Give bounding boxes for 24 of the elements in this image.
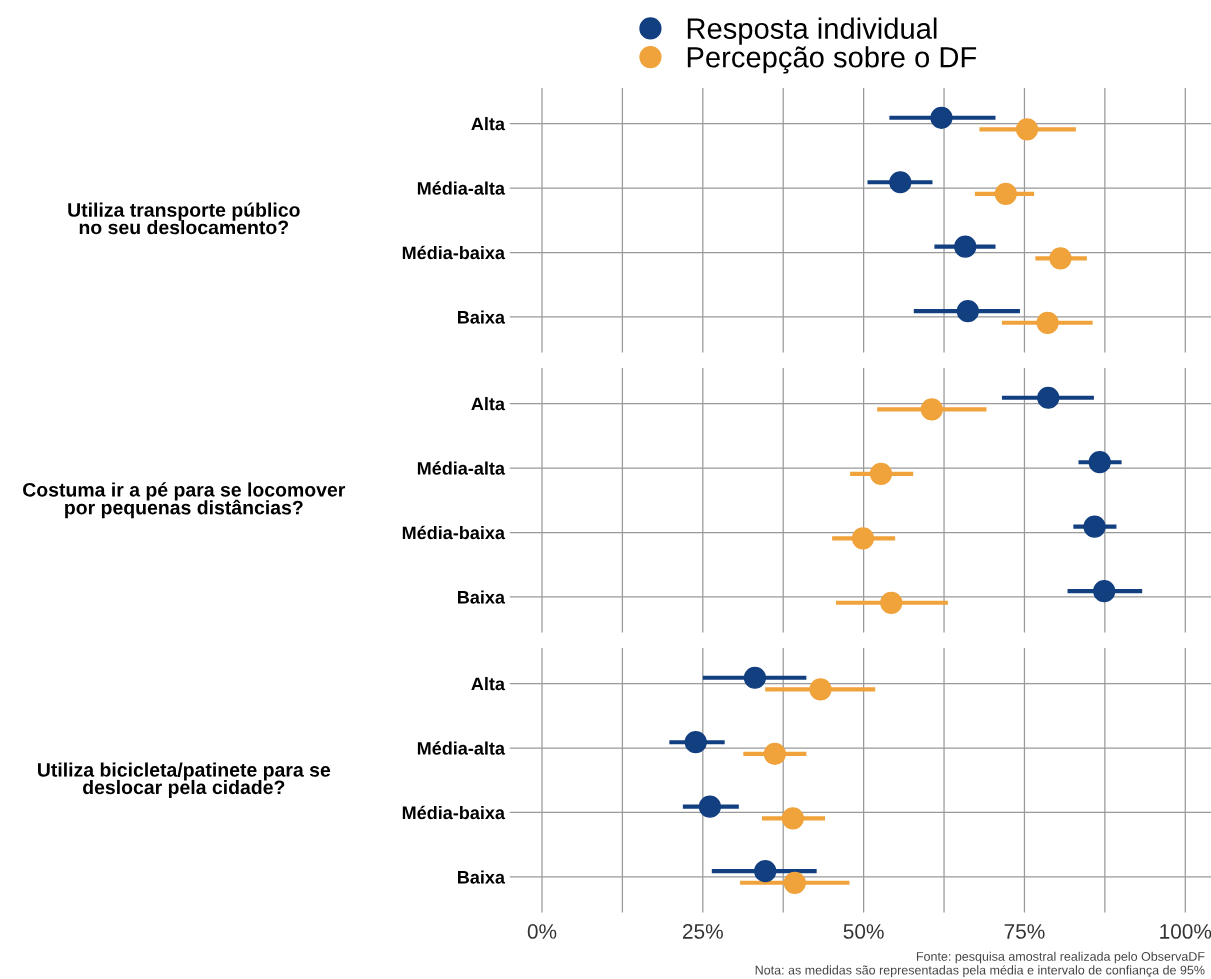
x-tick-label: 0% [527,924,557,939]
x-tick-label: 100% [1160,924,1211,939]
y-tick-label: Alta [471,397,506,411]
y-tick-label: Média-baixa [402,525,506,540]
text: Nota: as medidas são representadas pela média e intervalo de confiança de 95% [755,965,1205,978]
y-axis-title: Costuma ir a pé para se locomover por pequenas distâncias? [23,482,346,519]
y-tick-label: Alta [471,677,506,691]
source-note: Fonte: pesquisa amostral realizada pelo ObservaDF [916,951,1205,964]
y-tick-label: Baixa [458,870,506,884]
y-tick-label: Média-alta [417,461,506,475]
y-tick-label: Baixa [458,590,506,604]
y-tick-label: Baixa [458,310,506,324]
y-tick-label: Média-alta [417,741,506,755]
y-tick-label: Alta [471,117,506,131]
y-tick-label: Média-baixa [402,245,506,260]
y-tick-label: Média-alta [417,181,506,195]
y-tick-label: Média-baixa [402,805,506,820]
y-axis-title: Utiliza transporte público no seu deslocamento? [68,202,300,235]
legend-label: Percepção sobre o DF [687,46,977,74]
x-tick-label: 50% [843,924,884,939]
x-tick-label: 75% [1004,924,1045,939]
y-axis-title: Utiliza bicicleta/patinete para se deslocar pela cidade? [38,762,331,799]
legend-label: Resposta individual [687,17,937,45]
x-tick-label: 25% [683,924,723,939]
